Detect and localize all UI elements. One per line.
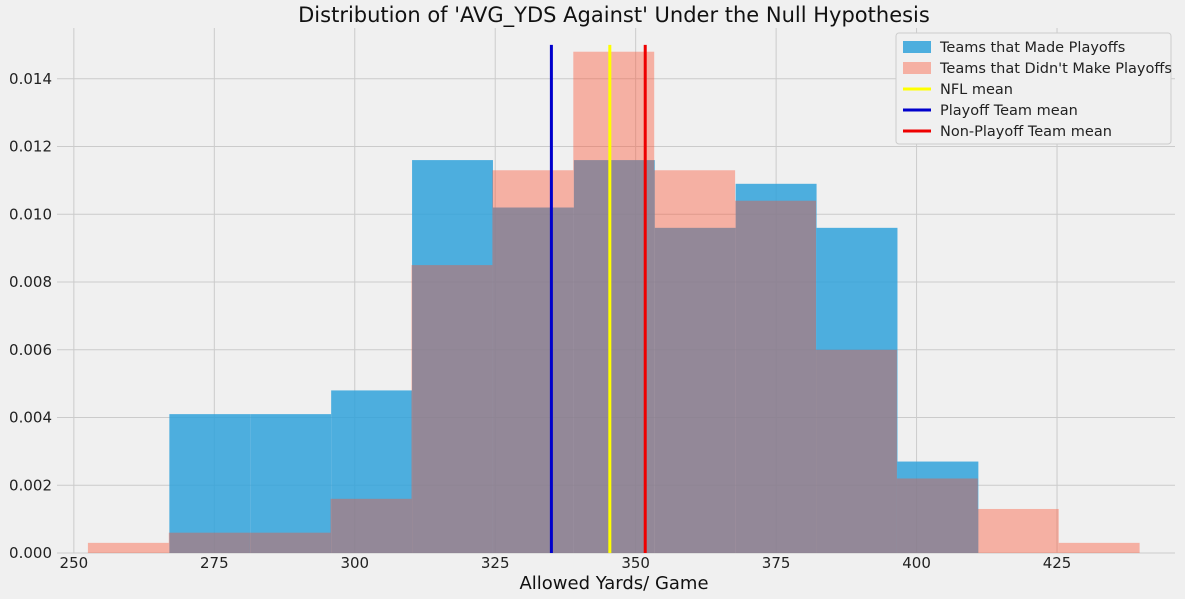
histogram-bar-series-2: [492, 170, 574, 554]
histogram-bar-series-1: [412, 160, 493, 553]
legend-label: Non-Playoff Team mean: [940, 124, 1112, 140]
x-tick-label: 375: [762, 554, 791, 572]
histogram-bar-series-1: [654, 227, 736, 553]
histogram-bar-series-1: [331, 390, 413, 553]
histogram-bar-series-1: [735, 183, 817, 553]
x-tick-label: 250: [60, 554, 89, 572]
histogram-bars: [87, 51, 1140, 554]
histogram-bar-series-1: [250, 414, 332, 553]
y-tick-label: 0.002: [9, 476, 52, 494]
histogram-bar-series-2: [249, 532, 331, 553]
histogram-bar-series-1: [897, 461, 979, 553]
y-tick-label: 0.012: [9, 138, 52, 156]
histogram-bar-series-2: [1058, 542, 1140, 553]
x-tick-label: 300: [340, 554, 369, 572]
histogram-bar-series-2: [977, 508, 1059, 553]
histogram-bar-series-1: [573, 160, 655, 553]
legend-swatch: [903, 62, 931, 74]
x-tick-label: 325: [481, 554, 510, 572]
y-tick-label: 0.014: [9, 70, 52, 88]
y-tick-label: 0.008: [9, 273, 52, 291]
x-tick-labels: 250 275 300 325 350 375 400 425: [60, 554, 1072, 572]
histogram-bar-series-1: [169, 414, 251, 553]
histogram-bar-series-2: [330, 498, 412, 553]
x-tick-label: 275: [200, 554, 229, 572]
legend-box: [895, 32, 1172, 145]
legend-label: Teams that Didn't Make Playoffs: [939, 61, 1172, 77]
x-axis-label: Allowed Yards/ Game: [519, 573, 708, 594]
histogram-bar-series-2: [573, 51, 655, 553]
histogram-bar-series-1: [492, 207, 574, 554]
legend-label: NFL mean: [940, 82, 1013, 98]
chart-title: Distribution of 'AVG_YDS Against' Under …: [298, 3, 930, 28]
legend-label: Playoff Team mean: [940, 103, 1078, 119]
x-tick-label: 350: [621, 554, 650, 572]
histogram-bar-series-2: [168, 532, 250, 553]
histogram-bar-series-2: [816, 349, 897, 553]
legend-label: Teams that Made Playoffs: [939, 40, 1125, 56]
histogram-bar-series-2: [896, 478, 978, 553]
legend: Teams that Made Playoffs Teams that Didn'…: [895, 32, 1172, 145]
y-tick-label: 0.004: [9, 409, 52, 427]
legend-swatch: [903, 41, 931, 53]
histogram-bar-series-2: [411, 265, 493, 553]
y-tick-label: 0.000: [9, 544, 52, 562]
histogram-bar-series-2: [87, 542, 169, 553]
x-tick-label: 400: [902, 554, 931, 572]
x-tick-label: 425: [1043, 554, 1072, 572]
y-tick-labels: 0.000 0.002 0.004 0.006 0.008 0.010 0.012 0.014: [9, 70, 52, 562]
histogram-bar-series-2: [735, 200, 817, 553]
histogram-bar-series-2: [654, 170, 736, 554]
histogram-bar-series-1: [816, 227, 898, 553]
y-tick-label: 0.010: [9, 205, 52, 223]
mean-lines: [549, 44, 647, 553]
y-tick-label: 0.006: [9, 341, 52, 359]
